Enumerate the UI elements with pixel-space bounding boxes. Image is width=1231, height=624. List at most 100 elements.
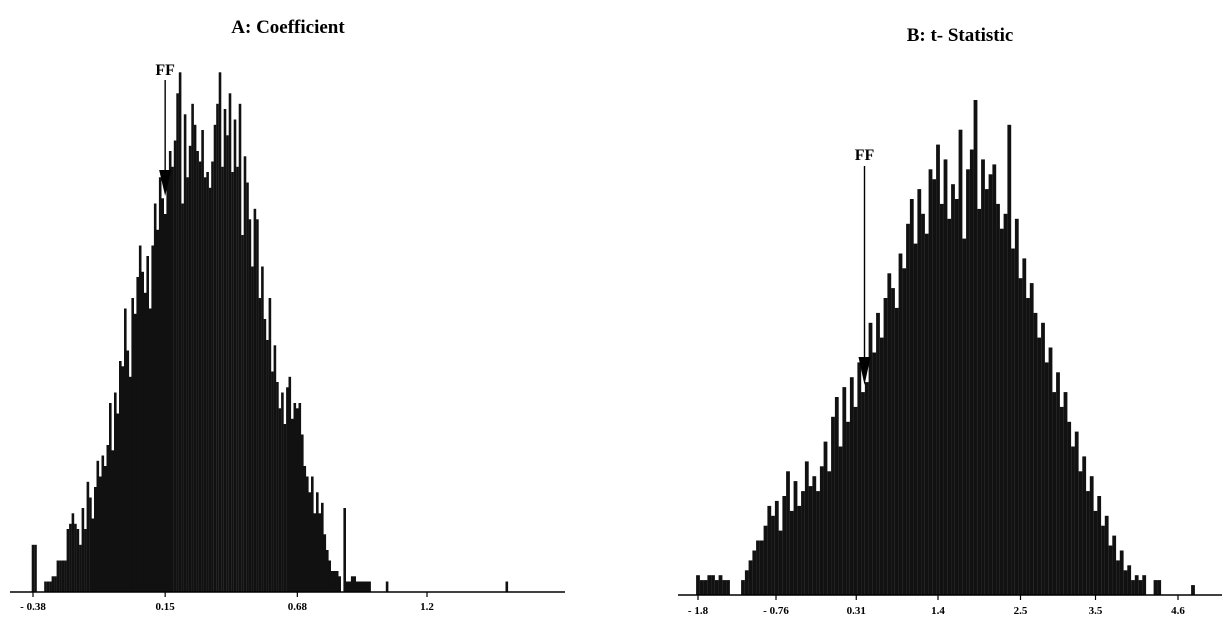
histogram-bar-coefficient-4 <box>49 581 52 592</box>
histogram-bar-t-statistic-119 <box>1191 585 1195 595</box>
histogram-bar-t-statistic-73 <box>981 159 985 595</box>
x-tick-label-coefficient-1: 0.15 <box>156 601 176 613</box>
histogram-bar-t-statistic-114 <box>1134 575 1139 595</box>
histogram-bar-coefficient-116 <box>328 560 331 592</box>
histogram-bar-t-statistic-98 <box>1074 431 1079 595</box>
histogram-bar-t-statistic-62 <box>939 203 944 595</box>
histogram-bar-t-statistic-96 <box>1067 421 1072 596</box>
histogram-bar-coefficient-20 <box>89 497 92 592</box>
histogram-bar-coefficient-61 <box>191 103 194 593</box>
histogram-bar-t-statistic-95 <box>1063 392 1068 595</box>
histogram-bar-coefficient-90 <box>263 319 267 592</box>
histogram-bar-coefficient-27 <box>106 445 110 592</box>
histogram-bar-coefficient-121 <box>343 508 346 592</box>
histogram-bar-coefficient-13 <box>71 513 75 593</box>
histogram-bar-t-statistic-97 <box>1071 446 1075 595</box>
histogram-bar-coefficient-112 <box>318 513 322 593</box>
histogram-bar-t-statistic-8 <box>726 580 730 595</box>
histogram-bar-coefficient-43 <box>146 256 149 592</box>
histogram-bar-coefficient-60 <box>188 145 192 593</box>
histogram-bar-coefficient-7 <box>56 560 60 592</box>
histogram-bar-coefficient-39 <box>136 277 139 592</box>
histogram-bar-t-statistic-104 <box>1097 496 1102 595</box>
histogram-bar-t-statistic-21 <box>786 471 790 596</box>
histogram-bar-coefficient-47 <box>156 229 159 593</box>
histogram-bar-coefficient-102 <box>293 403 297 592</box>
histogram-bar-t-statistic-34 <box>834 397 839 595</box>
histogram-bar-t-statistic-91 <box>1048 347 1053 595</box>
histogram-bar-t-statistic-109 <box>1116 560 1120 595</box>
histogram-bar-coefficient-126 <box>355 581 359 592</box>
histogram-bar-t-statistic-11 <box>748 560 753 595</box>
histogram-bar-coefficient-0 <box>31 544 35 593</box>
histogram-bar-coefficient-32 <box>119 361 122 592</box>
histogram-bar-t-statistic-69 <box>966 169 970 596</box>
histogram-bar-coefficient-11 <box>66 529 70 592</box>
histogram-bar-coefficient-122 <box>345 581 349 592</box>
histogram-bar-t-statistic-72 <box>977 208 982 595</box>
histogram-bar-t-statistic-26 <box>804 461 809 595</box>
histogram-bar-coefficient-96 <box>278 408 282 593</box>
histogram-bar-coefficient-49 <box>161 198 164 593</box>
histogram-bar-t-statistic-19 <box>778 530 783 595</box>
histogram-bar-t-statistic-85 <box>1026 298 1030 595</box>
histogram-bar-t-statistic-53 <box>906 223 910 596</box>
histogram-bar-t-statistic-31 <box>823 441 828 595</box>
histogram-bar-t-statistic-115 <box>1138 580 1143 595</box>
histogram-bar-coefficient-115 <box>326 550 329 592</box>
histogram-bar-t-statistic-54 <box>909 199 914 595</box>
histogram-bar-t-statistic-51 <box>898 253 903 595</box>
histogram-bar-t-statistic-66 <box>954 199 959 595</box>
histogram-bar-coefficient-113 <box>321 502 324 593</box>
histogram-bar-t-statistic-35 <box>838 446 843 595</box>
x-ticks-t-statistic: - 1.8 - 0.76 0.31 1.4 2.5 3.5 4.6 <box>688 595 1185 617</box>
histogram-bar-coefficient-75 <box>226 135 229 593</box>
histogram-bar-t-statistic-83 <box>1018 278 1023 595</box>
histogram-bar-coefficient-99 <box>286 387 289 593</box>
histogram-bar-t-statistic-5 <box>714 580 719 595</box>
histogram-bar-t-statistic-79 <box>1003 213 1008 596</box>
histogram-bar-t-statistic-42 <box>864 382 869 595</box>
histogram-bar-coefficient-50 <box>163 214 167 592</box>
histogram-bar-t-statistic-100 <box>1082 456 1087 595</box>
histogram-bar-t-statistic-108 <box>1112 535 1117 595</box>
histogram-bar-coefficient-108 <box>308 492 312 593</box>
histogram-bar-t-statistic-88 <box>1037 337 1042 595</box>
histogram-bar-t-statistic-36 <box>842 387 847 595</box>
histogram-bar-coefficient-97 <box>281 392 284 592</box>
ff-label-t-statistic: FF <box>855 147 875 164</box>
histogram-bar-coefficient-119 <box>335 571 339 592</box>
histogram-bar-coefficient-129 <box>363 581 366 592</box>
histogram-bar-coefficient-65 <box>201 130 204 592</box>
histogram-bar-t-statistic-61 <box>936 144 940 595</box>
histogram-bar-t-statistic-22 <box>789 510 794 595</box>
histogram-bar-coefficient-77 <box>231 172 234 592</box>
histogram-bar-t-statistic-7 <box>722 580 727 595</box>
histogram-bar-coefficient-85 <box>251 266 254 592</box>
histogram-bar-coefficient-15 <box>76 529 80 592</box>
histogram-bar-coefficient-84 <box>248 219 252 593</box>
histogram-bar-coefficient-118 <box>333 571 336 592</box>
histogram-bar-t-statistic-37 <box>846 421 850 596</box>
histogram-bar-t-statistic-45 <box>876 312 880 595</box>
histogram-bar-t-statistic-33 <box>831 416 835 595</box>
histogram-bar-coefficient-92 <box>268 298 272 592</box>
histogram-bar-coefficient-120 <box>338 576 341 593</box>
histogram-bar-coefficient-66 <box>203 177 207 593</box>
histogram-bar-t-statistic-14 <box>759 540 764 595</box>
histogram-bar-coefficient-128 <box>360 581 364 592</box>
histogram-bar-t-statistic-110 <box>1119 550 1124 595</box>
histogram-bar-t-statistic-117 <box>1153 580 1158 595</box>
histogram-bar-coefficient-3 <box>46 581 50 592</box>
histogram-bar-t-statistic-12 <box>752 550 757 595</box>
histogram-bar-coefficient-114 <box>323 534 327 593</box>
histogram-bar-coefficient-58 <box>183 114 187 593</box>
histogram-bar-t-statistic-2 <box>703 580 708 595</box>
histogram-bar-t-statistic-105 <box>1101 525 1105 595</box>
histogram-bar-coefficient-132 <box>385 581 389 592</box>
histogram-bar-t-statistic-10 <box>744 570 749 596</box>
histogram-bar-coefficient-33 <box>121 366 125 593</box>
histogram-bar-t-statistic-9 <box>741 580 745 595</box>
histogram-bar-t-statistic-84 <box>1022 258 1027 595</box>
histogram-bar-coefficient-130 <box>365 581 369 592</box>
